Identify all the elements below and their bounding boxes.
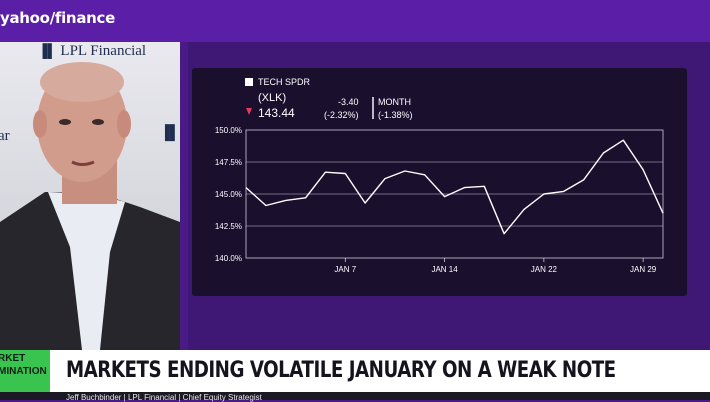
month-marker-icon	[372, 97, 374, 119]
x-tick-label: JAN 14	[431, 265, 458, 274]
background-partial-text: ar	[0, 128, 10, 144]
y-tick-label: 150.0%	[215, 126, 242, 135]
speaker-bar	[0, 392, 710, 400]
ticker-change: -3.40	[338, 97, 359, 107]
y-tick-label: 145.0%	[215, 190, 242, 199]
lpl-side-mark-icon: ▐▌	[160, 124, 180, 140]
period-label: MONTH	[378, 97, 411, 107]
x-tick-label: JAN 29	[630, 265, 657, 274]
ticker-change-pct: (-2.32%)	[324, 110, 359, 120]
y-tick-label: 142.5%	[215, 222, 242, 231]
guest-silhouette	[0, 62, 180, 350]
guest-video-feed: ▐▌ LPL Financial ar ▐▌	[0, 42, 180, 350]
show-tag-line-2: MINATION	[0, 366, 47, 377]
y-tick-label: 140.0%	[215, 254, 242, 263]
lpl-financial-logo: ▐▌ LPL Financial	[38, 43, 146, 60]
show-tag: RKET MINATION	[0, 350, 50, 394]
y-tick-label: 147.5%	[215, 158, 242, 167]
lpl-logo-text: LPL Financial	[60, 43, 147, 59]
ticker-name: TECH SPDR	[258, 77, 311, 87]
ticker-price: 143.44	[258, 106, 295, 120]
series-line	[245, 139, 664, 235]
top-bar: yahoo/finance	[0, 0, 710, 42]
series-legend-swatch	[245, 78, 253, 86]
speaker-credit: Jeff Buchbinder | LPL Financial | Chief …	[66, 393, 262, 402]
x-tick-label: JAN 22	[531, 265, 558, 274]
x-tick-label: JAN 7	[334, 265, 356, 274]
down-arrow-icon	[246, 108, 252, 115]
yahoo-finance-logo: yahoo/finance	[0, 9, 115, 27]
period-change-pct: (-1.38%)	[378, 110, 413, 120]
ticker-symbol: (XLK)	[258, 92, 287, 104]
show-tag-line-1: RKET	[0, 353, 26, 364]
headline-text: MARKETS ENDING VOLATILE JANUARY ON A WEA…	[66, 358, 616, 383]
headline-bar	[50, 350, 710, 392]
lpl-logo-mark-icon: ▐▌	[38, 43, 57, 58]
